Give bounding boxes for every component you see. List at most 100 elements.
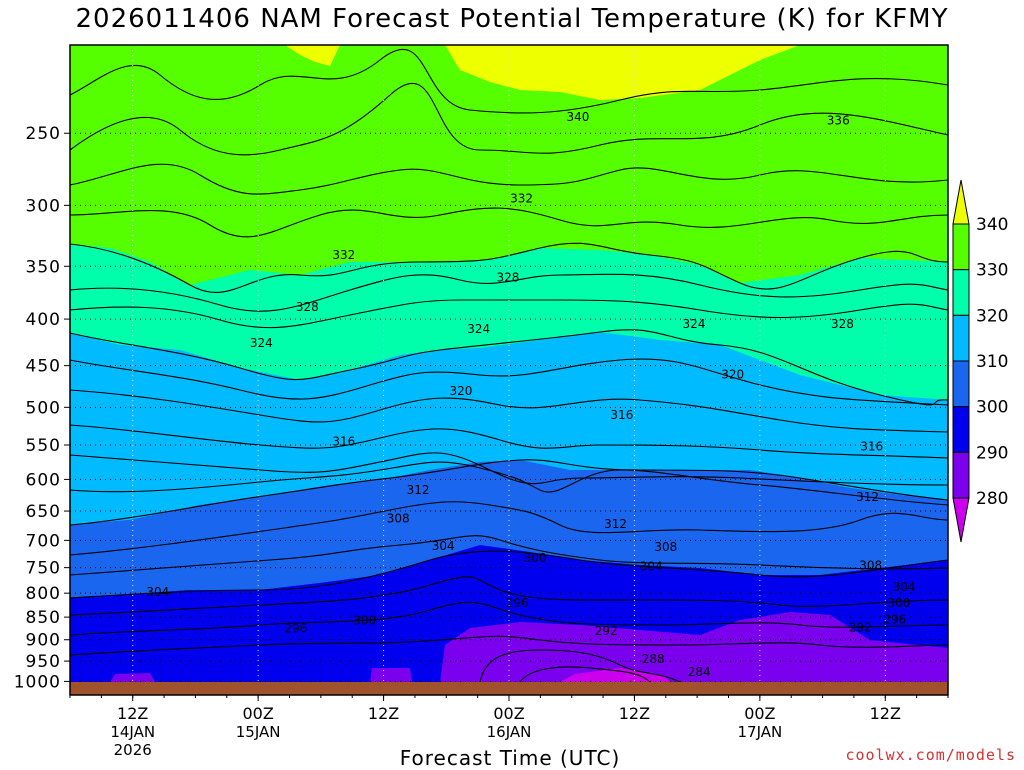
- contour-line: [69, 242, 949, 293]
- contour-line: [69, 163, 949, 195]
- legend-level-label: 300: [976, 398, 1008, 418]
- legend-swatch-bottom: [952, 497, 970, 543]
- contour-line: [69, 389, 949, 433]
- contour-label: 328: [831, 317, 854, 331]
- x-tick-label: 12Z: [619, 704, 650, 723]
- contour-line: [69, 501, 949, 556]
- contour-label: 308: [387, 511, 410, 525]
- contour-label: 296: [506, 596, 529, 610]
- chart-title: 2026011406 NAM Forecast Potential Temper…: [75, 4, 949, 34]
- contour-label: 304: [640, 560, 663, 574]
- color-legend: 280 290 300 310 320 330 340: [952, 179, 1008, 543]
- legend-level-label: 290: [976, 443, 1008, 463]
- contour-label: 308: [654, 540, 677, 554]
- contour-label: 292: [849, 621, 872, 635]
- contour-line: [69, 207, 949, 238]
- band-yellow-small: [285, 45, 340, 66]
- legend-level-label: 330: [976, 261, 1008, 281]
- contour-label: 320: [449, 384, 472, 398]
- y-tick-label: 450: [26, 357, 61, 377]
- contour-label: 316: [860, 439, 883, 453]
- x-tick-label: 12Z: [870, 704, 901, 723]
- x-tick-year: 2026: [114, 741, 152, 759]
- y-tick-label: 350: [26, 257, 61, 277]
- contour-label: 328: [497, 270, 520, 284]
- contour-line: [69, 358, 949, 406]
- contour-label: 324: [250, 336, 273, 350]
- legend-level-label: 320: [976, 306, 1008, 326]
- x-tick-date: 15JAN: [236, 723, 281, 741]
- band-yellow: [445, 45, 800, 100]
- x-tick-date: 16JAN: [487, 723, 532, 741]
- y-tick-label: 600: [26, 470, 61, 490]
- contour-line: [479, 649, 681, 683]
- contour-label: 308: [859, 559, 882, 573]
- y-tick-label: 750: [26, 559, 61, 579]
- band-teal: [70, 244, 948, 400]
- y-tick-label: 900: [26, 631, 61, 651]
- contour-label: 292: [595, 624, 618, 638]
- x-tick-label: 00Z: [744, 704, 775, 723]
- x-tick-date: 17JAN: [737, 723, 782, 741]
- legend-swatch: [952, 406, 970, 453]
- y-tick-label: 850: [26, 608, 61, 628]
- legend-level-label: 280: [976, 489, 1008, 509]
- contour-label: 324: [683, 317, 706, 331]
- y-tick-label: 650: [26, 502, 61, 522]
- contour-line: [69, 299, 949, 329]
- terrain-strip: [70, 682, 948, 695]
- legend-swatch: [952, 314, 970, 362]
- legend-swatch: [952, 269, 970, 316]
- contour-label: 304: [432, 539, 455, 553]
- band-purple: [440, 612, 948, 682]
- y-tick-label: 250: [26, 124, 61, 144]
- legend-swatch-top: [952, 179, 970, 225]
- contour-label: 304: [893, 580, 916, 594]
- x-tick-label: 12Z: [368, 704, 399, 723]
- x-tick-date: 14JAN: [110, 723, 155, 741]
- y-tick-label: 550: [26, 436, 61, 456]
- source-footer: coolwx.com/models: [845, 746, 1016, 764]
- x-tick-label: 00Z: [493, 704, 524, 723]
- x-tick-label: 12Z: [117, 704, 148, 723]
- contour-label: 320: [721, 367, 744, 381]
- contour-label: 284: [688, 665, 711, 679]
- legend-swatch: [952, 223, 970, 271]
- contour-label: 312: [604, 517, 627, 531]
- contour-label: 336: [827, 113, 850, 127]
- contour-label: 332: [332, 248, 355, 262]
- contour-line: [69, 329, 949, 406]
- x-tick-label: 00Z: [242, 704, 273, 723]
- contour-label: 300: [524, 551, 547, 565]
- contour-line: [69, 48, 949, 114]
- legend-level-label: 310: [976, 352, 1008, 372]
- contour-line: [519, 666, 651, 683]
- legend-swatch: [952, 360, 970, 408]
- band-purple-small2: [370, 668, 412, 682]
- contour-line: [69, 550, 949, 599]
- contour-label: 324: [467, 322, 490, 336]
- contour-label: 332: [510, 192, 533, 206]
- x-axis-label: Forecast Time (UTC): [399, 746, 621, 770]
- contour-label: 312: [407, 483, 430, 497]
- y-tick-label: 400: [26, 310, 61, 330]
- temperature-bands: [70, 45, 948, 682]
- legend-swatch: [952, 451, 970, 499]
- band-magenta: [560, 668, 670, 682]
- contour-labels: 340 336 332 332 328 328 328 324 324 324 320 320 316 3…: [146, 110, 915, 679]
- y-tick-label: 1000: [14, 672, 61, 692]
- contour-line: [69, 635, 949, 656]
- contour-label: 316: [332, 434, 355, 448]
- y-tick-label: 500: [26, 398, 61, 418]
- contour-line: [69, 576, 949, 616]
- contour-label: 296: [284, 622, 307, 636]
- contour-label: 328: [296, 300, 319, 314]
- contour-line: [69, 601, 949, 636]
- y-tick-label: 700: [26, 531, 61, 551]
- contour-label: 296: [883, 612, 906, 626]
- contour-line: [69, 459, 949, 526]
- contour-label: 300: [887, 596, 910, 610]
- y-tick-label: 300: [26, 196, 61, 216]
